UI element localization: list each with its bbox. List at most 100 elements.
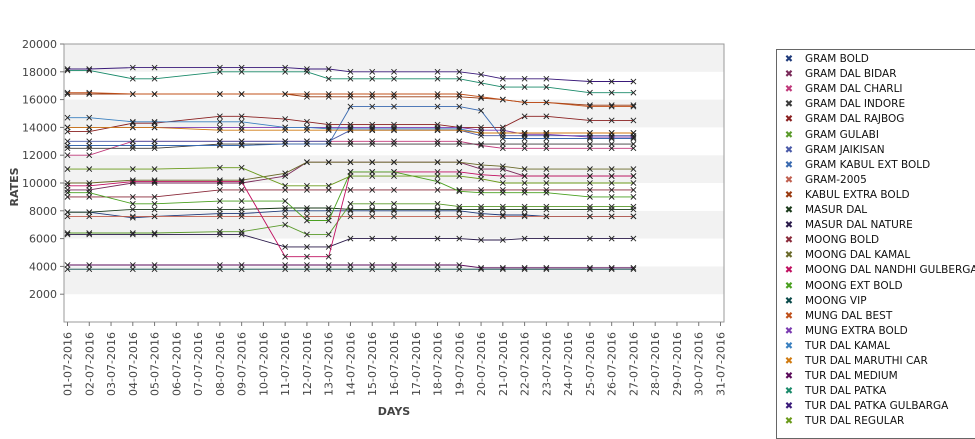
data-point [630,145,637,152]
data-point [151,166,158,173]
legend-item: ✖ GRAM JAIKISAN [777,143,885,158]
grid-band [64,238,724,267]
data-point [586,203,593,210]
data-point [238,198,245,204]
data-point [456,141,463,147]
data-point [151,75,158,82]
data-point [64,142,71,149]
data-point [434,266,441,273]
data-point [543,145,550,152]
x-tick-label: 14-07-2016 [344,332,357,396]
data-point [64,189,71,196]
data-point [151,64,158,71]
data-point [434,75,441,82]
y-axis-ticks: 2000 4000 6000 8000 10000 12000 14000 16000 1800… [22,38,64,301]
data-point [238,178,245,185]
data-point [325,159,332,166]
data-point [391,75,397,82]
data-point [521,264,528,271]
data-point [521,166,528,173]
x-tick-label: 18-07-2016 [432,332,445,396]
data-point [478,213,484,220]
x-tick-label: 28-07-2016 [649,332,662,396]
data-point [216,164,223,171]
x-tick-label: 17-07-2016 [410,332,423,396]
data-point [325,138,332,145]
x-tick-label: 24-07-2016 [562,332,575,396]
legend-label: GRAM DAL INDORE [805,98,906,111]
data-point [456,138,463,145]
data-point [586,117,593,124]
data-point [282,262,289,268]
data-point [347,141,354,147]
data-point [238,127,245,134]
legend-label: TUR DAL MARUTHI CAR [805,355,928,367]
data-point [456,173,463,179]
data-point [86,262,93,268]
series-group [64,89,637,110]
data-point [478,93,484,100]
data-point [238,124,245,131]
data-point [304,262,310,268]
y-tick-label: 14000 [22,121,57,134]
data-point [521,206,528,213]
legend-item: ✖ GRAM-2005 [777,173,867,188]
data-point [64,152,71,159]
data-point [499,213,506,220]
legend-label: MOONG VIP [805,294,867,307]
data-point [282,207,289,214]
data-point [325,127,332,134]
data-point [499,189,506,196]
legend-marker-icon: ✖ [784,356,794,367]
legend-item: ✖ GRAM DAL RAJBOG [777,112,905,127]
x-tick-label: 03-07-2016 [105,332,118,396]
legend-item: ✖ GRAM DAL INDORE [777,97,905,112]
legend-label: GRAM DAL BIDAR [805,68,897,81]
data-point [456,103,463,110]
data-point [325,253,332,260]
data-point [434,187,441,193]
data-point [304,213,310,220]
data-point [434,200,441,207]
x-tick-label: 07-07-2016 [192,332,205,396]
data-point [499,84,506,91]
line-chart: 2000 4000 6000 8000 10000 12000 14000 16000 1800… [8,38,728,418]
data-point [608,235,615,242]
data-point [347,173,354,179]
data-point [391,103,397,110]
data-point [282,205,289,211]
data-point [129,142,136,149]
data-point [64,138,71,145]
data-point [391,168,397,175]
legend-marker-icon: ✖ [784,54,794,65]
data-point [238,187,245,193]
data-point [478,210,484,217]
legend-marker-icon: ✖ [784,235,794,247]
data-point [282,253,289,260]
data-point [630,117,637,124]
data-point [456,75,463,82]
legend-marker-icon: ✖ [784,265,794,277]
data-point [64,114,71,121]
data-point [586,235,593,242]
data-point [456,159,463,166]
data-point [521,141,528,147]
data-point [608,145,615,152]
data-point [282,221,289,228]
data-point [499,203,506,210]
series-group [64,213,637,220]
data-point [391,266,397,273]
data-point [64,193,71,200]
legend-marker-icon: ✖ [784,325,794,337]
data-point [391,127,397,134]
data-point [347,235,354,242]
data-point [608,264,615,271]
x-tick-label: 13-07-2016 [323,332,336,396]
data-point [238,164,245,171]
data-point [521,113,528,120]
legend-item: ✖ MOONG DAL NANDHI GULBERGA [777,263,975,278]
data-point [129,64,136,71]
data-point [586,166,593,173]
data-point [391,68,397,75]
data-point [86,187,93,193]
